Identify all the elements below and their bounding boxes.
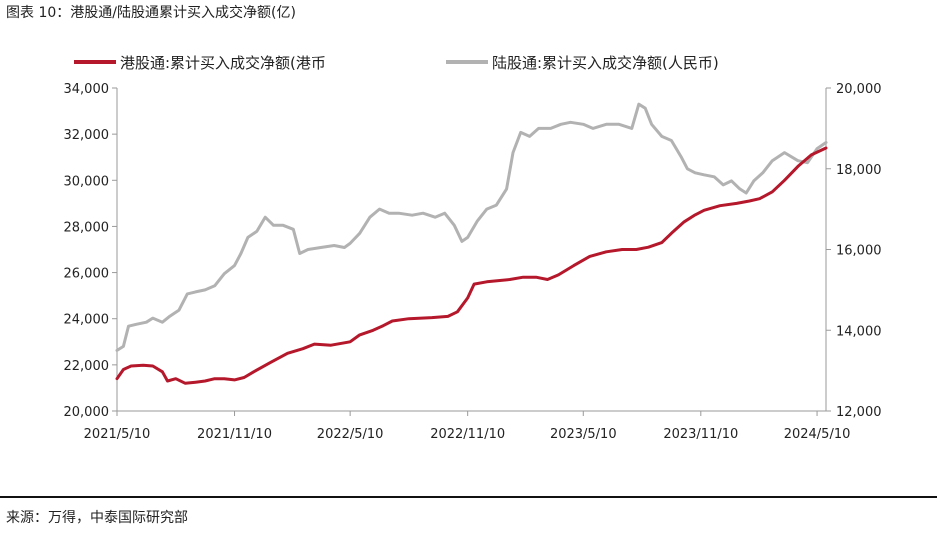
- legend-label-cn: 陆股通:累计买入成交净额(人民币): [492, 54, 719, 72]
- series-line-hk: [115, 146, 828, 385]
- legend: 港股通:累计买入成交净额(港币 陆股通:累计买入成交净额(人民币): [74, 54, 719, 72]
- y-left-tick-label: 20,000: [64, 405, 110, 420]
- y-right-tick-label: 12,000: [836, 405, 882, 420]
- line-chart: 港股通:累计买入成交净额(港币 陆股通:累计买入成交净额(人民币) 20,000…: [64, 54, 882, 442]
- y-left-tick-label: 28,000: [64, 220, 110, 235]
- x-tick-label: 2022/11/10: [430, 427, 505, 442]
- x-tick-label: 2023/11/10: [663, 427, 738, 442]
- x-tick-label: 2024/5/10: [784, 427, 851, 442]
- bottom-divider: [0, 496, 937, 498]
- y-left-tick-label: 26,000: [64, 267, 110, 282]
- legend-label-hk: 港股通:累计买入成交净额(港币: [120, 54, 326, 72]
- y-left-tick-label: 32,000: [64, 128, 110, 143]
- y-left-tick-label: 22,000: [64, 359, 110, 374]
- y-left-tick-label: 34,000: [64, 82, 110, 97]
- x-tick-label: 2022/5/10: [317, 427, 384, 442]
- series-layer: [115, 102, 828, 385]
- x-tick-label: 2023/5/10: [550, 427, 617, 442]
- figure-title: 图表 10：港股通/陆股通累计买入成交净额(亿): [6, 5, 296, 21]
- y-left-tick-label: 24,000: [64, 313, 110, 328]
- source-note: 来源：万得，中泰国际研究部: [6, 510, 188, 526]
- x-tick-label: 2021/11/10: [197, 427, 272, 442]
- y-right-tick-label: 14,000: [836, 324, 882, 339]
- x-tick-label: 2021/5/10: [84, 427, 151, 442]
- series-line-cn: [115, 102, 828, 352]
- y-right-tick-label: 20,000: [836, 82, 882, 97]
- axes: 20,000 22,000 24,000 26,000 28,000 30,000 32,0…: [64, 82, 882, 442]
- y-left-tick-label: 30,000: [64, 174, 110, 189]
- y-right-tick-label: 18,000: [836, 163, 882, 178]
- y-right-tick-label: 16,000: [836, 244, 882, 259]
